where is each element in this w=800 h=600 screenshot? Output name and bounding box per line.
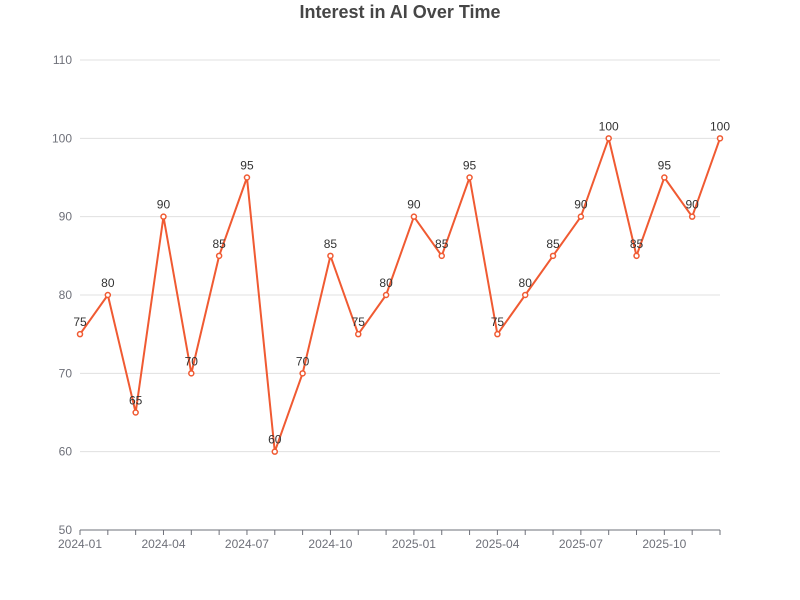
data-label: 90 (157, 198, 171, 212)
data-point (577, 213, 585, 220)
x-tick-label: 2024-10 (308, 537, 352, 551)
data-point (410, 213, 418, 220)
data-label: 95 (240, 159, 254, 173)
x-axis: 2024-01 2024-04 2024-07 2024-10 2025-01 2025-… (58, 529, 721, 551)
data-point (716, 135, 724, 142)
data-point (549, 252, 557, 260)
x-tick-label: 2024-01 (58, 537, 102, 551)
data-point (160, 213, 167, 220)
y-tick-label: 110 (53, 53, 72, 67)
data-point (215, 252, 223, 260)
data-labels: 75 80 65 90 70 85 95 60 70 85 75 80 90 85 95 75 80 85 90 10… (73, 119, 730, 446)
data-points (76, 135, 724, 455)
data-point (271, 448, 279, 455)
data-point (605, 135, 612, 142)
data-label: 90 (574, 198, 588, 212)
y-axis: 50 60 70 80 90 100 110 (52, 53, 72, 537)
data-point (132, 409, 139, 416)
data-label: 80 (101, 276, 115, 290)
data-label: 65 (129, 394, 143, 408)
data-label: 70 (185, 354, 199, 368)
data-point (299, 370, 306, 377)
data-label: 75 (73, 315, 87, 329)
data-point (104, 291, 112, 299)
data-point (355, 330, 362, 338)
data-point (438, 252, 445, 260)
series-line-layer (79, 137, 721, 453)
y-tick-label: 50 (59, 523, 73, 537)
x-tick-label: 2024-04 (141, 537, 185, 551)
data-point (521, 291, 529, 299)
data-label: 80 (519, 276, 533, 290)
data-label: 100 (710, 119, 730, 133)
data-label: 100 (599, 119, 619, 133)
data-label: 85 (435, 237, 449, 251)
data-label: 85 (630, 237, 644, 251)
data-label: 90 (407, 198, 421, 212)
data-point (382, 291, 390, 299)
y-tick-label: 90 (59, 210, 73, 224)
data-point (494, 330, 501, 338)
x-tick-label: 2025-04 (475, 537, 519, 551)
data-label: 75 (491, 315, 505, 329)
x-tick-label: 2024-07 (225, 537, 269, 551)
y-tick-label: 70 (59, 366, 73, 380)
x-tick-label: 2025-10 (642, 537, 686, 551)
data-label: 70 (296, 354, 310, 368)
data-label: 60 (268, 433, 282, 447)
grid-lines (80, 59, 720, 453)
data-label: 85 (546, 237, 560, 251)
data-label: 85 (324, 237, 338, 251)
chart-title: Interest in AI Over Time (299, 2, 501, 22)
data-label: 85 (212, 237, 226, 251)
x-tick-label: 2025-07 (559, 537, 603, 551)
y-tick-label: 80 (59, 288, 73, 302)
data-point (327, 252, 334, 260)
data-label: 95 (463, 159, 477, 173)
data-point (466, 174, 473, 181)
data-point (243, 174, 251, 181)
series-line (79, 137, 721, 453)
data-point (188, 370, 195, 377)
data-point (661, 174, 668, 181)
x-tick-label: 2025-01 (392, 537, 436, 551)
y-tick-label: 100 (52, 131, 72, 145)
data-label: 95 (658, 159, 672, 173)
y-tick-label: 60 (59, 445, 73, 459)
data-point (76, 330, 84, 338)
data-label: 90 (685, 198, 699, 212)
data-label: 80 (379, 276, 393, 290)
data-label: 75 (352, 315, 366, 329)
data-point (688, 213, 696, 220)
data-point (633, 252, 640, 260)
